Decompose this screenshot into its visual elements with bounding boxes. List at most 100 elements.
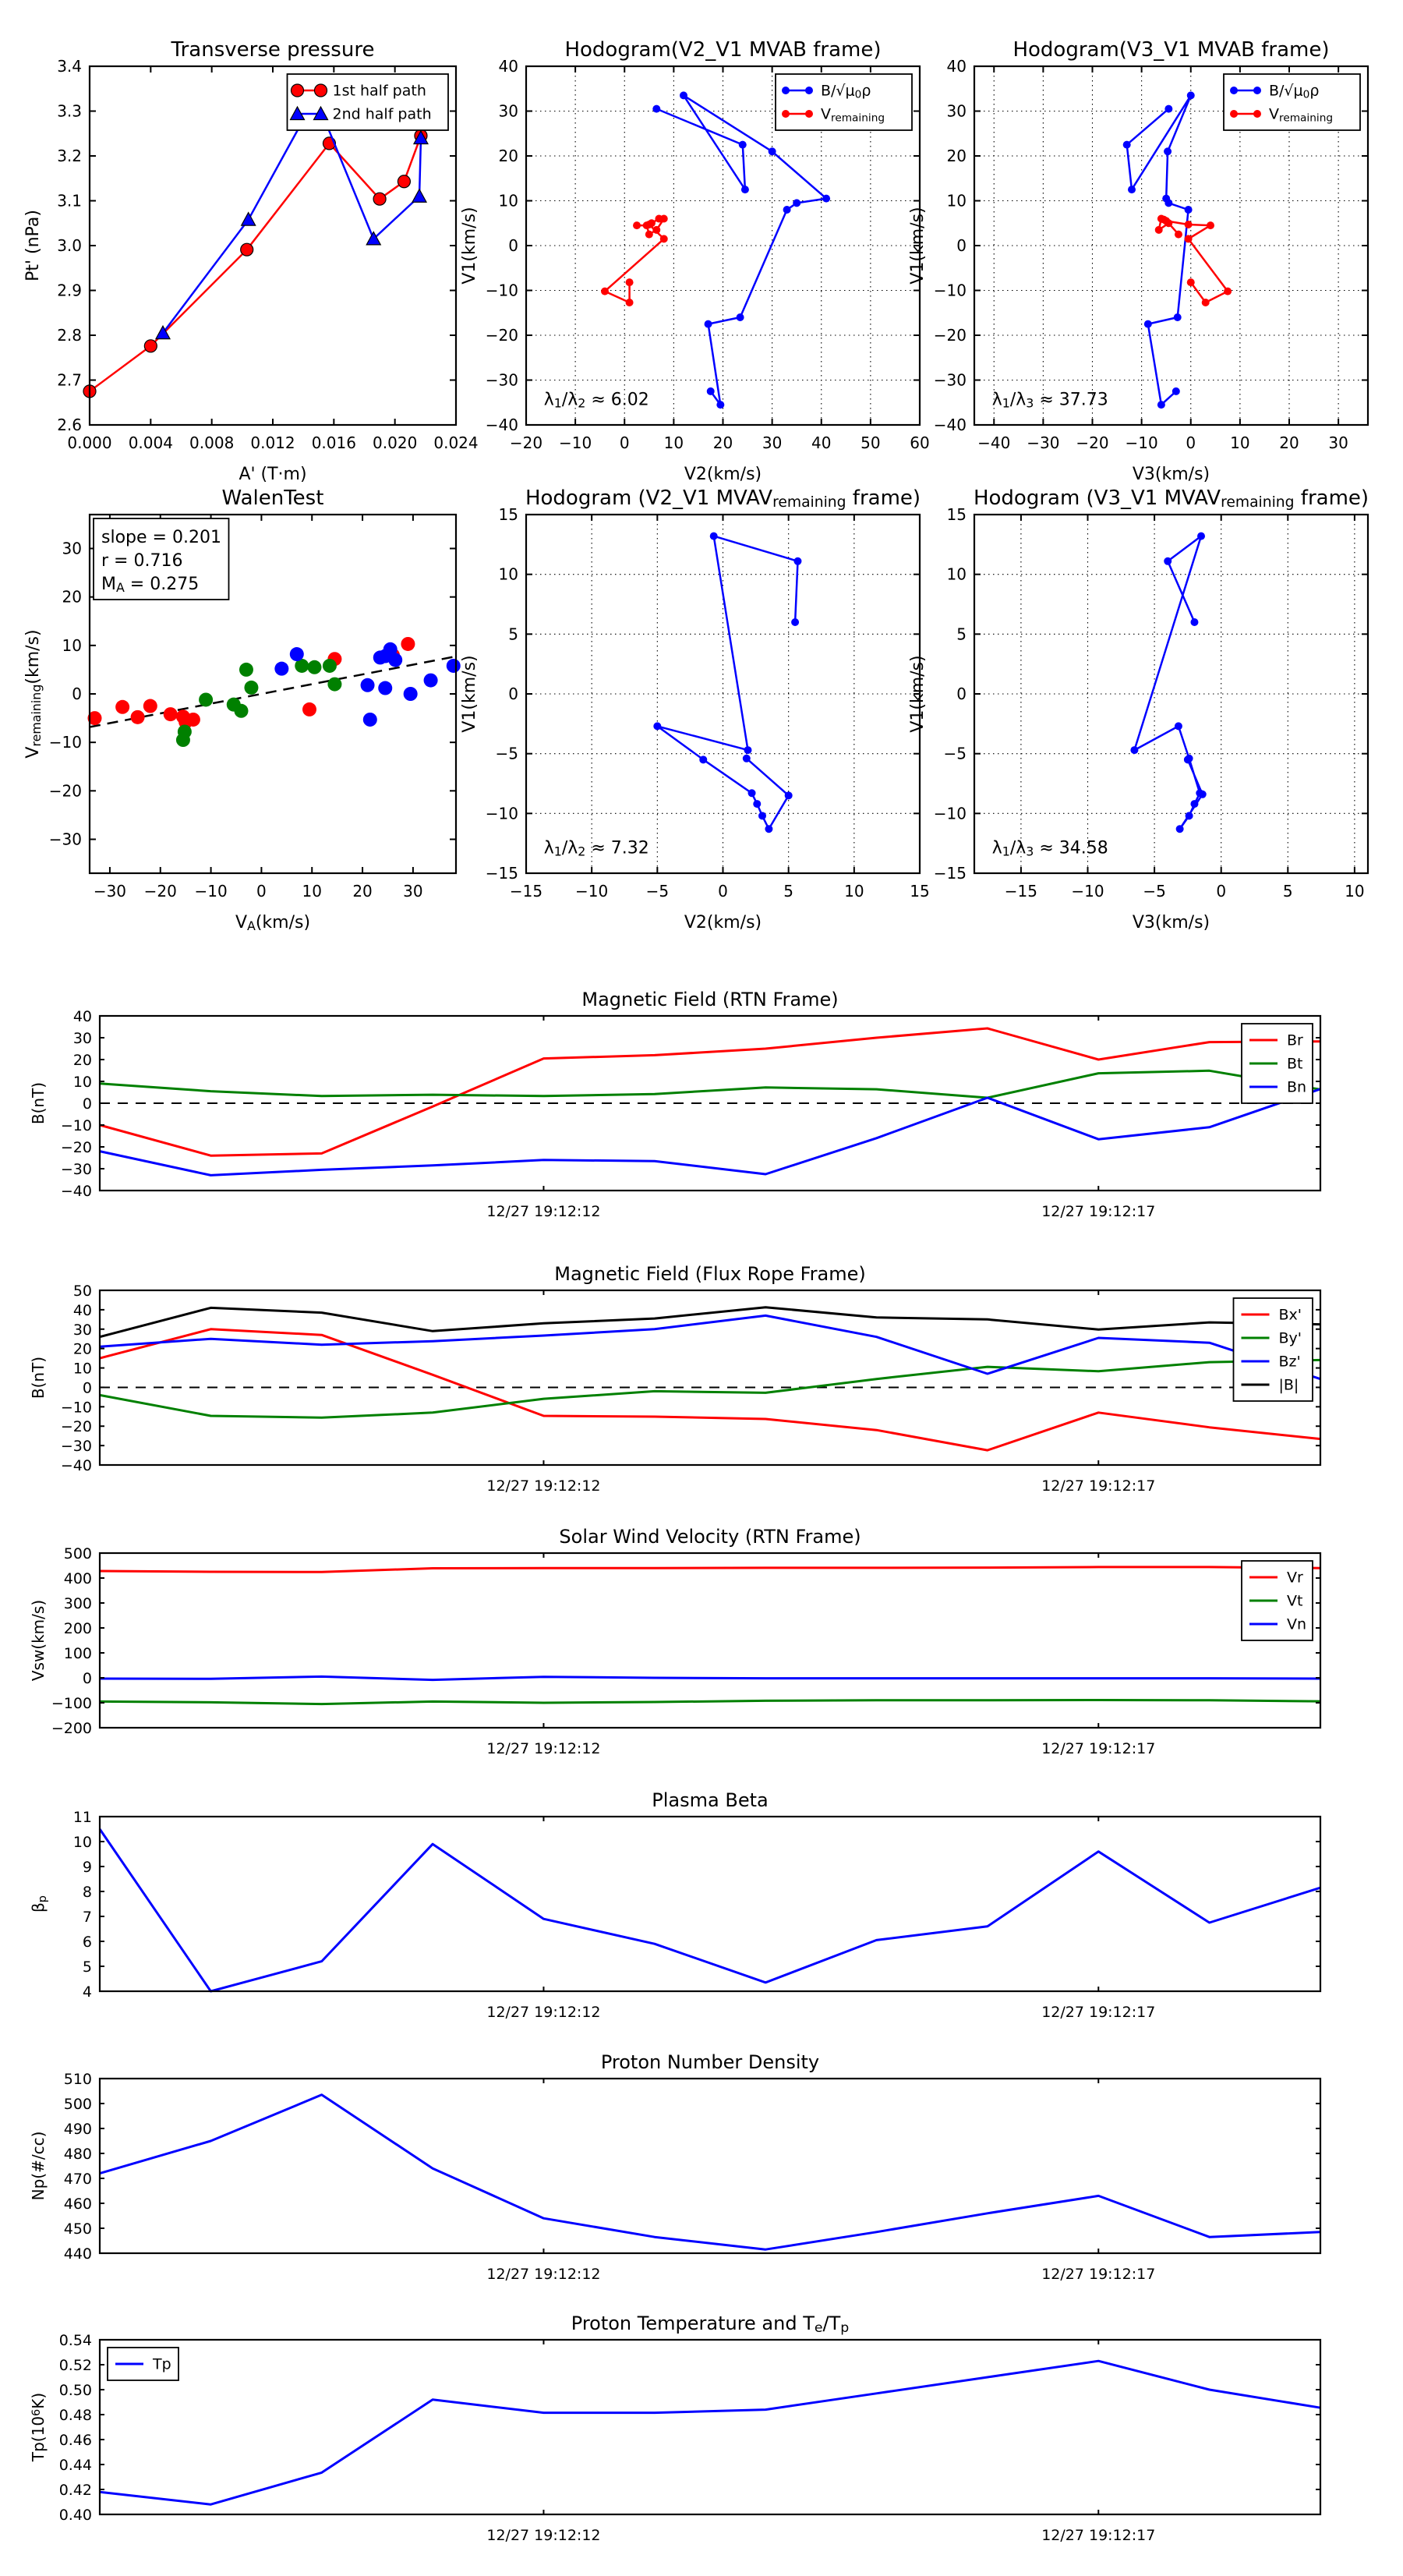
point-B-over-sqrt-mu0rho [736, 313, 744, 321]
series-Vn [99, 1675, 1321, 1682]
xtick-label: 12/27 19:12:17 [1041, 2527, 1155, 2544]
series-line-Vr [99, 1566, 1321, 1573]
series-line-B-over-sqrt-mu0rho [656, 94, 828, 406]
point-B-over-sqrt-mu0rho [784, 791, 793, 800]
ytick-label: 20 [73, 1052, 92, 1069]
legend-label: Br [1287, 1032, 1303, 1049]
ytick-label: −100 [51, 1695, 92, 1712]
info-box-line: slope = 0.201 [101, 528, 221, 547]
axes-frame [98, 1552, 1322, 1729]
ytick-label: 400 [64, 1570, 92, 1587]
xtick-label: −5 [646, 882, 669, 901]
point-B-over-sqrt-mu0rho [747, 789, 756, 798]
series-V-remaining [601, 214, 668, 307]
point-B-over-sqrt-mu0rho [1164, 147, 1172, 156]
plot-magnetic-field-rtn: 12/27 19:12:12 12/27 19:12:17 −40 −30 −20 −10… [29, 989, 1322, 1220]
ytick-label: −20 [49, 781, 82, 800]
ytick-label: −10 [61, 1399, 92, 1416]
xtick-label: −30 [94, 882, 126, 901]
plot-title: Magnetic Field (Flux Rope Frame) [554, 1263, 865, 1285]
series-Bz' [99, 1314, 1321, 1381]
ytick-label: 11 [73, 1809, 92, 1826]
ytick-label: 300 [64, 1595, 92, 1612]
series-Bx' [99, 1328, 1321, 1452]
ytick-label: 15 [947, 505, 967, 524]
series-fit-line [89, 655, 457, 728]
ytick-label: −15 [934, 864, 967, 883]
ticks [100, 1816, 1320, 1992]
ytick-label: −200 [51, 1720, 92, 1737]
ticks [90, 515, 456, 873]
ytick-label: 10 [947, 192, 967, 211]
ticks [100, 1015, 1320, 1191]
point-B-over-sqrt-mu0rho [768, 147, 776, 156]
series-beta-p [98, 1828, 1321, 1993]
series-line-B-over-sqrt-mu0rho [1126, 94, 1193, 406]
series-Np [99, 2093, 1321, 2251]
axes-frame [98, 2077, 1322, 2255]
point-B-over-sqrt-mu0rho [1190, 800, 1199, 809]
xtick-label: 0.020 [373, 433, 417, 452]
point-V-remaining [1224, 287, 1232, 295]
legend-marker [1253, 110, 1261, 118]
plot-hodogram-v2v1-mvab: −20 −10 0 10 20 30 40 50 60 −40 −30 −20 −10 0 10 20 30 40… [460, 38, 930, 484]
ticks [100, 2339, 1320, 2515]
xtick-label: 10 [844, 882, 864, 901]
xtick-label: 5 [783, 882, 793, 901]
scatter-point-middle-interval [295, 658, 309, 673]
ytick-label: 30 [73, 1322, 92, 1339]
ytick-label: 2.8 [57, 326, 82, 345]
plot-title: Solar Wind Velocity (RTN Frame) [559, 1526, 861, 1548]
ytick-label: −40 [61, 1457, 92, 1474]
scatter-point-first-interval [130, 709, 145, 724]
xtick-label: 0.008 [189, 433, 234, 452]
scatter-point-middle-interval [234, 703, 249, 718]
scatter-point-middle-interval [175, 733, 190, 748]
xtick-label: 20 [713, 433, 733, 452]
plot-title: Transverse pressure [171, 38, 375, 62]
xtick-label: 12/27 19:12:12 [486, 2004, 600, 2021]
xtick-label: 12/27 19:12:17 [1041, 1740, 1155, 1757]
point-B-over-sqrt-mu0rho [822, 194, 831, 203]
point-B-over-sqrt-mu0rho [1186, 91, 1195, 100]
grid [525, 514, 921, 874]
series-line-Bn [99, 1088, 1321, 1177]
ytick-label: 10 [947, 565, 967, 584]
legend-marker [805, 87, 813, 94]
ytick-label: 510 [64, 2071, 92, 2088]
ytick-label: −40 [934, 416, 967, 434]
ytick-label: 0.50 [59, 2382, 92, 2399]
plot-title: WalenTest [222, 487, 324, 510]
point-B-over-sqrt-mu0rho [765, 825, 773, 833]
point-V-remaining [645, 220, 653, 228]
point-B-over-sqrt-mu0rho [783, 206, 791, 214]
ytick-label: 3.3 [57, 102, 82, 121]
ytick-label: 20 [62, 588, 82, 607]
legend-label: Vt [1287, 1593, 1302, 1610]
point-B-over-sqrt-mu0rho [699, 755, 708, 764]
xtick-label: 30 [762, 433, 782, 452]
plot-title: Hodogram(V3_V1 MVAB frame) [1012, 38, 1329, 62]
x-axis-label: A' (T·m) [239, 465, 306, 484]
legend-label: Bz' [1279, 1353, 1301, 1371]
ticks [525, 514, 921, 874]
point-V-remaining [1162, 217, 1171, 225]
plot-hodogram-v3v1-mvab: −40 −30 −20 −10 0 10 20 30 −40 −30 −20 −10 0 10 20 30 40… [908, 38, 1369, 484]
axes-frame [98, 1289, 1322, 1467]
scatter-first-interval [87, 636, 415, 730]
series-|B| [99, 1306, 1321, 1339]
ytick-label: 0 [83, 1379, 92, 1396]
ytick-label: −5 [496, 745, 518, 763]
series-Vr [99, 1566, 1321, 1573]
legend-marker [290, 83, 305, 97]
series-line-B-over-sqrt-mu0rho [656, 535, 799, 830]
xtick-label: 50 [861, 433, 880, 452]
ytick-label: 30 [947, 102, 967, 121]
series-Bn [99, 1088, 1321, 1177]
series-Br [99, 1027, 1321, 1157]
point-B-over-sqrt-mu0rho [1190, 618, 1199, 626]
point-V-remaining [1154, 225, 1163, 234]
point-B-over-sqrt-mu0rho [1130, 746, 1139, 755]
legend-label: Bn [1287, 1079, 1306, 1096]
